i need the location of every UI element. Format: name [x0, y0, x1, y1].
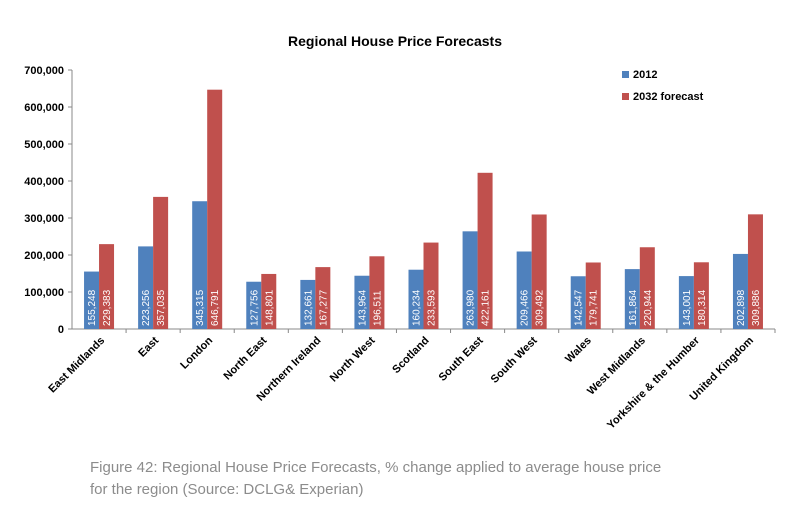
- y-tick-label: 100,000: [24, 287, 64, 299]
- value-label: 179,741: [589, 289, 600, 326]
- value-label: 132,661: [303, 289, 314, 326]
- y-tick-label: 200,000: [24, 250, 64, 262]
- x-tick-label: East: [136, 334, 161, 359]
- x-tick-label: Wales: [563, 335, 594, 366]
- value-label: 142,547: [574, 289, 585, 326]
- caption-line: for the region (Source: DCLG& Experian): [90, 481, 363, 498]
- legend-label: 2012: [633, 69, 657, 81]
- legend-label: 2032 forecast: [633, 91, 704, 103]
- bar: [477, 172, 493, 329]
- value-label: 127,756: [249, 289, 260, 326]
- value-label: 223,256: [141, 289, 152, 326]
- y-tick-label: 400,000: [24, 176, 64, 188]
- bar: [747, 214, 763, 329]
- bar: [462, 231, 478, 329]
- bar: [354, 275, 370, 329]
- value-label: 160,234: [412, 289, 423, 326]
- legend-swatch: [622, 93, 629, 100]
- x-tick-label: South West: [489, 334, 540, 385]
- value-label: 143,001: [682, 289, 693, 326]
- bar: [261, 273, 277, 329]
- value-label: 155,248: [87, 289, 98, 326]
- y-tick-label: 500,000: [24, 139, 64, 151]
- bar: [300, 279, 316, 329]
- bar: [138, 246, 154, 329]
- y-tick-label: 300,000: [24, 213, 64, 225]
- bar: [585, 262, 601, 329]
- value-label: 196,511: [372, 290, 383, 326]
- bar: [99, 244, 115, 329]
- bar: [516, 251, 532, 329]
- value-label: 143,964: [357, 289, 368, 326]
- x-tick-label: South East: [437, 334, 486, 383]
- value-label: 202,898: [736, 289, 747, 326]
- bar: [678, 276, 694, 329]
- x-tick-label: London: [178, 334, 215, 371]
- value-label: 220,944: [643, 289, 654, 326]
- y-tick-label: 0: [58, 324, 64, 336]
- y-tick-label: 600,000: [24, 102, 64, 114]
- value-label: 646,791: [210, 289, 221, 326]
- bar: [369, 256, 385, 329]
- bar: [408, 269, 424, 329]
- x-tick-label: West Midlands: [585, 335, 648, 398]
- value-label: 209,466: [520, 289, 531, 326]
- legend-swatch: [622, 71, 629, 78]
- x-tick-label: East Midlands: [46, 335, 107, 396]
- y-tick-label: 700,000: [24, 65, 64, 77]
- bar: [531, 214, 547, 329]
- bar: [207, 89, 223, 329]
- value-label: 309,492: [535, 289, 546, 326]
- bar: [315, 267, 331, 329]
- bar: [84, 271, 100, 329]
- bar: [693, 262, 709, 329]
- bar: [192, 201, 208, 329]
- value-label: 345,315: [195, 289, 206, 326]
- bar: [423, 242, 439, 329]
- value-label: 233,593: [427, 289, 438, 326]
- value-label: 180,314: [697, 289, 708, 326]
- bar: [624, 269, 640, 329]
- chart-title: Regional House Price Forecasts: [288, 33, 502, 49]
- value-label: 422,161: [481, 289, 492, 326]
- bar: [639, 247, 655, 329]
- x-tick-label: Scotland: [390, 335, 431, 376]
- x-tick-label: North East: [222, 334, 270, 382]
- caption-line: Figure 42: Regional House Price Forecast…: [90, 459, 661, 476]
- value-label: 309,886: [751, 289, 762, 326]
- value-label: 263,980: [466, 289, 477, 326]
- bar: [570, 276, 586, 329]
- value-label: 229,383: [102, 289, 113, 326]
- value-label: 148,801: [264, 289, 275, 326]
- value-label: 167,277: [318, 289, 329, 326]
- bar: [732, 253, 748, 329]
- value-label: 357,035: [156, 289, 167, 326]
- x-tick-label: North West: [328, 334, 378, 384]
- x-tick-label: Yorkshire & the Humber: [605, 334, 702, 431]
- value-label: 161,864: [628, 289, 639, 326]
- bar: [246, 281, 262, 329]
- bar: [153, 196, 169, 329]
